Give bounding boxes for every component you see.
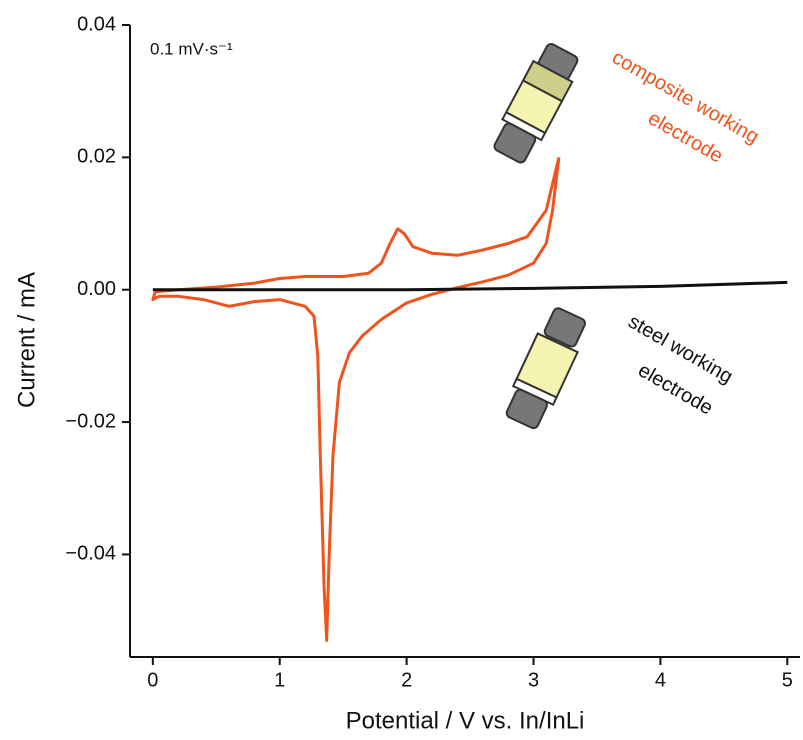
y-tick-label: 0.02 [77,146,116,168]
composite-cell-icon [493,43,579,164]
x-tick-label: 4 [655,669,666,691]
x-tick-label: 2 [401,669,412,691]
data-line [151,157,561,642]
x-tick-label: 1 [274,669,285,691]
y-tick-label: −0.02 [65,410,116,432]
data-line [152,280,788,292]
x-tick-label: 3 [528,669,539,691]
x-tick-label: 0 [147,669,158,691]
steel-cell-icon [505,307,586,430]
x-tick-label: 5 [782,669,793,691]
scan-rate: 0.1 mV·s⁻¹ [150,39,233,58]
x-axis-label: Potential / V vs. In/InLi [346,707,585,734]
y-tick-label: 0.04 [77,13,116,35]
y-tick-label: −0.04 [65,543,116,565]
y-tick-label: 0.00 [77,278,116,300]
y-axis-label: Current / mA [13,272,40,408]
